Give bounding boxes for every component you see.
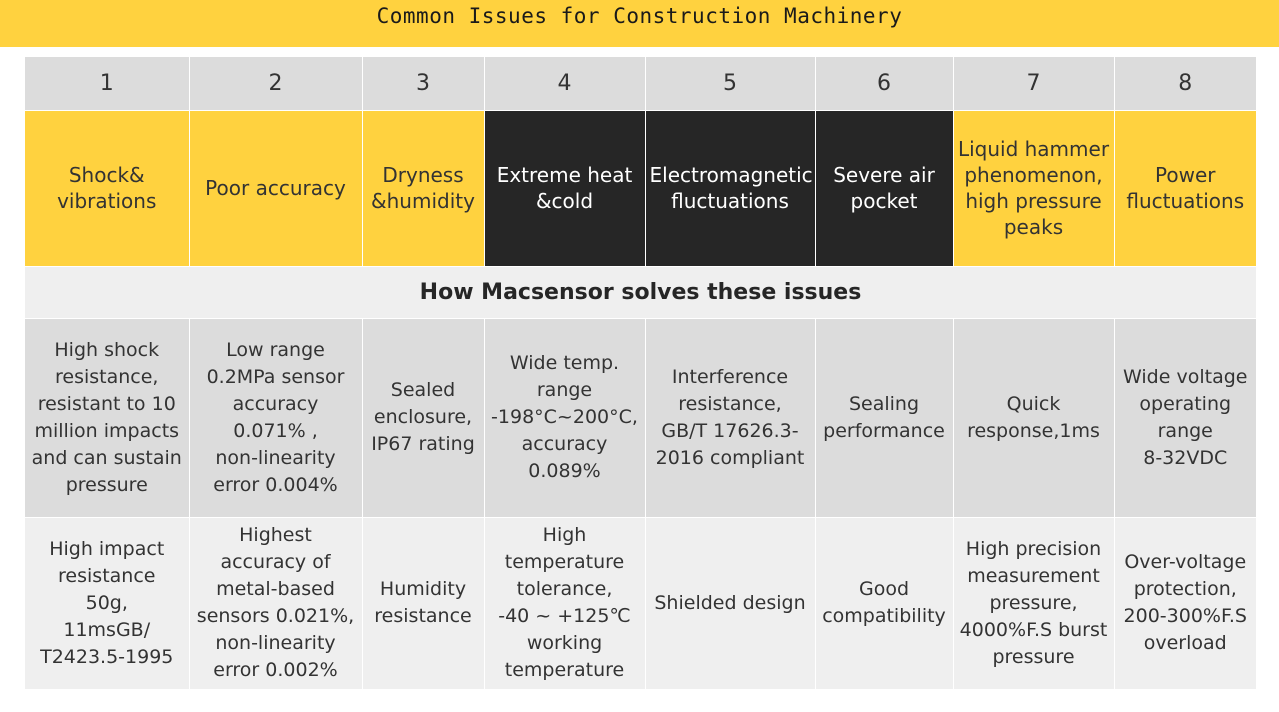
- solution-cell: Over-voltage protection, 200-300%F.S overlo…: [1114, 517, 1256, 690]
- subheading-row: How Macsensor solves these issues: [25, 266, 1256, 319]
- column-number: 8: [1114, 57, 1256, 111]
- issues-table: 1 2 3 4 5 6 7 8 Shock& vibrations Poor ac…: [25, 57, 1256, 690]
- column-number: 4: [484, 57, 646, 111]
- solution-cell: High precision measurement pressure, 4000%F…: [953, 517, 1115, 690]
- issue-row: Shock& vibrations Poor accuracy Dryness &h…: [25, 110, 1256, 267]
- solution-cell: Sealed enclosure, IP67 rating: [362, 318, 485, 518]
- issue-cell: Liquid hammer phenomenon, high pressure pea…: [953, 110, 1115, 267]
- issue-label: Poor accuracy: [205, 176, 346, 200]
- issue-label: Power fluctuations: [1126, 163, 1245, 213]
- solution-cell: Shielded design: [645, 517, 816, 690]
- solution-cell: Highest accuracy of metal-based sensors 0.0…: [189, 517, 363, 690]
- column-number: 3: [362, 57, 485, 111]
- solution-cell: High impact resistance 50g, 11msGB/T2423.5-…: [25, 517, 190, 690]
- issue-cell: Power fluctuations: [1114, 110, 1256, 267]
- section-subheading: How Macsensor solves these issues: [25, 266, 1256, 319]
- issue-cell: Poor accuracy: [189, 110, 363, 267]
- solution-cell: Quick response,1ms: [953, 318, 1115, 518]
- solution-cell: Humidity resistance: [362, 517, 485, 690]
- solution-cell: High temperature tolerance, -40 ~ +125℃ work…: [484, 517, 646, 690]
- issue-label: Liquid hammer phenomenon, high pressure pea…: [957, 137, 1110, 239]
- solution-row-secondary: High impact resistance 50g, 11msGB/T2423.5-…: [25, 517, 1256, 690]
- issue-cell: Severe air pocket: [815, 110, 954, 267]
- issue-cell: Electromagnetic fluctuations: [645, 110, 816, 267]
- column-number: 2: [189, 57, 363, 111]
- solution-cell: Sealing performance: [815, 318, 954, 518]
- issue-cell: Shock& vibrations: [25, 110, 190, 267]
- title-bar: Common Issues for Construction Machinery: [0, 0, 1279, 47]
- solution-row-primary: High shock resistance, resistant to 10 mill…: [25, 318, 1256, 518]
- column-number: 7: [953, 57, 1115, 111]
- issue-label: Electromagnetic fluctuations: [649, 163, 813, 213]
- column-number: 5: [645, 57, 816, 111]
- solution-cell: Interference resistance, GB/T 17626.3- 2016…: [645, 318, 816, 518]
- solution-cell: Low range 0.2MPa sensor accuracy 0.071% ,n…: [189, 318, 363, 518]
- column-number: 1: [25, 57, 190, 111]
- column-number-row: 1 2 3 4 5 6 7 8: [25, 57, 1256, 111]
- issue-label: Extreme heat &cold: [496, 163, 633, 213]
- issue-label: Shock& vibrations: [57, 163, 157, 213]
- issue-label: Dryness &humidity: [371, 163, 475, 213]
- solution-cell: Good compatibility: [815, 517, 954, 690]
- solution-cell: High shock resistance, resistant to 10 mill…: [25, 318, 190, 518]
- page-title: Common Issues for Construction Machinery: [376, 3, 903, 28]
- solution-cell: Wide temp. range -198°C~200°C, accuracy 0.08…: [484, 318, 646, 518]
- solution-cell: Wide voltage operating range 8-32VDC: [1114, 318, 1256, 518]
- issue-cell: Extreme heat &cold: [484, 110, 646, 267]
- issue-cell: Dryness &humidity: [362, 110, 485, 267]
- issue-label: Severe air pocket: [833, 163, 935, 213]
- column-number: 6: [815, 57, 954, 111]
